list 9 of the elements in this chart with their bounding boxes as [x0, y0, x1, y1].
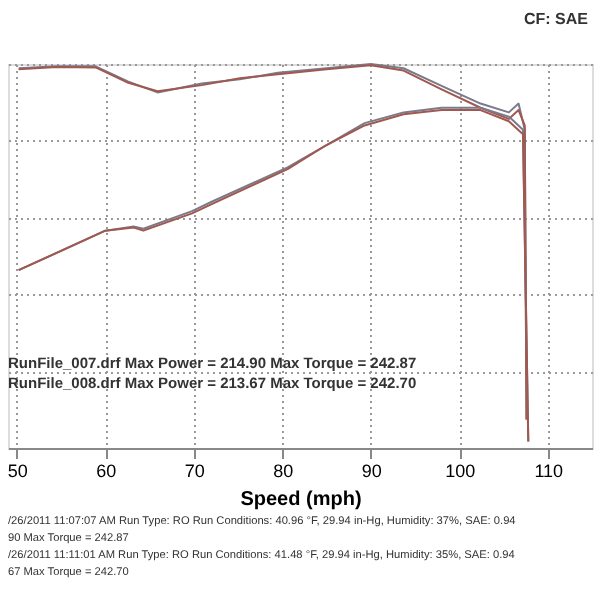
x-tick-label: 70 [184, 461, 205, 481]
x-tick-label: 100 [445, 461, 476, 481]
x-tick-label: 50 [7, 461, 28, 481]
x-tick-label: 110 [534, 461, 564, 481]
x-axis-title: Speed (mph) [240, 489, 362, 511]
x-tick-label: 60 [96, 461, 117, 481]
text: CF: SAE [524, 10, 590, 28]
x-tick-label: 80 [273, 461, 294, 481]
x-tick-label: 90 [361, 461, 382, 481]
